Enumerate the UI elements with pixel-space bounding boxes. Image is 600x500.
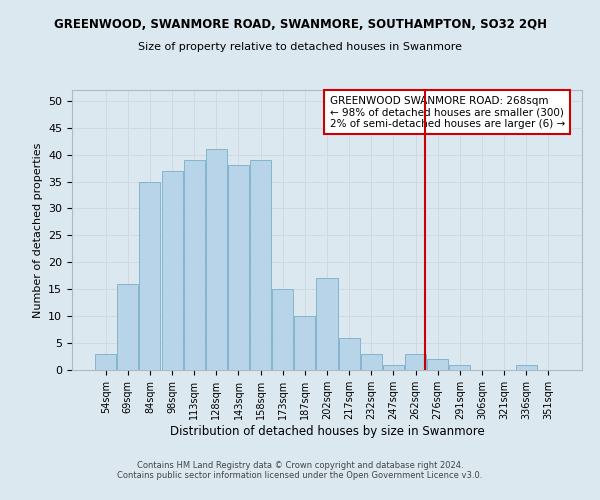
Bar: [338, 338, 359, 370]
Bar: [295, 316, 316, 370]
Bar: [118, 284, 139, 370]
Text: Size of property relative to detached houses in Swanmore: Size of property relative to detached ho…: [138, 42, 462, 52]
Text: GREENWOOD, SWANMORE ROAD, SWANMORE, SOUTHAMPTON, SO32 2QH: GREENWOOD, SWANMORE ROAD, SWANMORE, SOUT…: [53, 18, 547, 30]
Bar: [515, 364, 536, 370]
Bar: [161, 171, 182, 370]
Bar: [184, 160, 205, 370]
Bar: [250, 160, 271, 370]
X-axis label: Distribution of detached houses by size in Swanmore: Distribution of detached houses by size …: [170, 424, 484, 438]
Bar: [228, 166, 249, 370]
Text: GREENWOOD SWANMORE ROAD: 268sqm
← 98% of detached houses are smaller (300)
2% of: GREENWOOD SWANMORE ROAD: 268sqm ← 98% of…: [329, 96, 565, 129]
Bar: [405, 354, 426, 370]
Bar: [272, 289, 293, 370]
Y-axis label: Number of detached properties: Number of detached properties: [32, 142, 43, 318]
Bar: [316, 278, 338, 370]
Bar: [206, 149, 227, 370]
Bar: [95, 354, 116, 370]
Text: Contains HM Land Registry data © Crown copyright and database right 2024.
Contai: Contains HM Land Registry data © Crown c…: [118, 460, 482, 480]
Bar: [427, 359, 448, 370]
Bar: [361, 354, 382, 370]
Bar: [383, 364, 404, 370]
Bar: [449, 364, 470, 370]
Bar: [139, 182, 160, 370]
